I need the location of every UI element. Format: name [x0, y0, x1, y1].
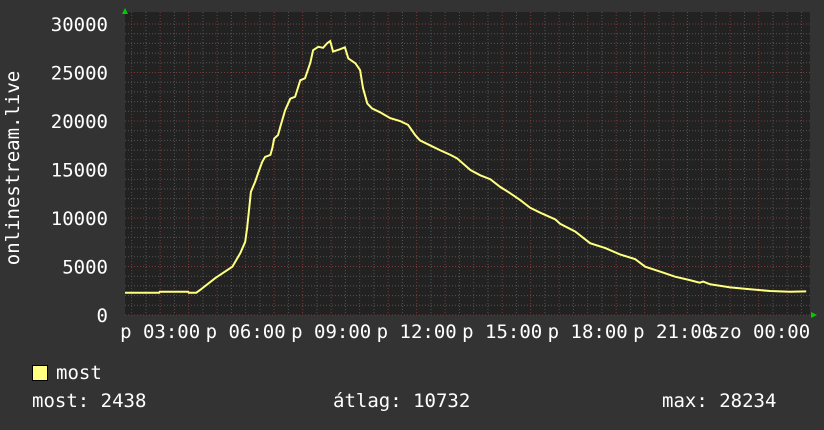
- legend: most: [32, 362, 102, 384]
- y-axis-label: onlinestream.live: [2, 71, 24, 265]
- y-tick-label: 15000: [51, 160, 108, 182]
- legend-swatch: [32, 365, 48, 381]
- x-tick-label: p 18:00: [548, 321, 628, 343]
- stat-average: átlag: 10732: [333, 390, 471, 412]
- y-tick-label: 20000: [51, 111, 108, 133]
- grid: [125, 12, 810, 316]
- x-axis-arrow-icon: [811, 312, 817, 318]
- y-tick-label: 25000: [51, 63, 108, 85]
- y-tick-label: 0: [97, 305, 108, 327]
- stat-max: max: 28234: [662, 390, 777, 412]
- y-tick-label: 10000: [51, 208, 108, 230]
- x-tick-label: p 06:00: [206, 321, 286, 343]
- x-axis-ticks: p 03:00 p 06:00 p 09:00 p 12:00 p 15:00 p 18:…: [120, 321, 810, 343]
- y-tick-label: 5000: [62, 257, 108, 279]
- stat-current: most: 2438: [32, 390, 147, 412]
- x-tick-label: p 03:00: [120, 321, 200, 343]
- series-line-most: [125, 39, 807, 294]
- x-tick-label: p 12:00: [377, 321, 457, 343]
- x-tick-label: szo 00:00: [707, 321, 810, 343]
- legend-label: most: [56, 362, 102, 384]
- y-axis-arrow-icon: [122, 8, 128, 14]
- x-tick-label: p 09:00: [291, 321, 371, 343]
- x-tick-label: p 15:00: [462, 321, 542, 343]
- y-axis-ticks: 0 5000 10000 15000 20000 25000 30000: [51, 14, 108, 327]
- x-tick-label: p 21:00: [633, 321, 713, 343]
- y-tick-label: 30000: [51, 14, 108, 36]
